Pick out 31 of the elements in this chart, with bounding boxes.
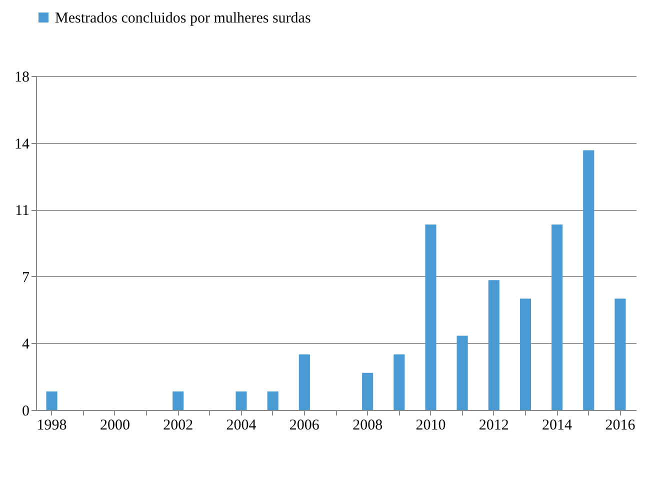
x-tick-label: 2016 — [605, 418, 636, 434]
x-tick-label: 2014 — [542, 418, 573, 434]
bar — [172, 391, 184, 410]
x-tick-label: 2012 — [478, 418, 509, 434]
bar — [267, 391, 278, 410]
bar — [583, 150, 594, 410]
y-tick-label: 7 — [22, 270, 30, 286]
x-tick-label: 2000 — [100, 418, 130, 434]
bar — [552, 224, 563, 410]
x-tick-label: 2008 — [352, 418, 383, 434]
x-tick-label: 2002 — [163, 418, 194, 434]
bar — [394, 354, 405, 410]
bar — [362, 372, 374, 410]
y-tick-label: 0 — [22, 404, 30, 420]
bar — [456, 336, 468, 410]
bar — [298, 354, 310, 410]
bar — [425, 224, 436, 410]
y-tick-label: 4 — [22, 336, 30, 353]
bar — [46, 391, 58, 410]
legend-label: Mestrados concluidos por mulheres surdas — [55, 10, 311, 26]
x-tick-label: 2010 — [416, 418, 446, 434]
y-tick-label: 11 — [15, 203, 30, 220]
x-tick-label: 1998 — [36, 418, 67, 434]
x-tick-label: 2004 — [226, 418, 257, 434]
y-tick-label: 14 — [14, 136, 30, 152]
bar — [520, 298, 531, 410]
y-tick-label: 18 — [14, 70, 30, 86]
bar — [488, 280, 500, 410]
bar — [236, 391, 247, 410]
x-tick-label: 2006 — [289, 418, 320, 434]
bar — [614, 298, 626, 410]
